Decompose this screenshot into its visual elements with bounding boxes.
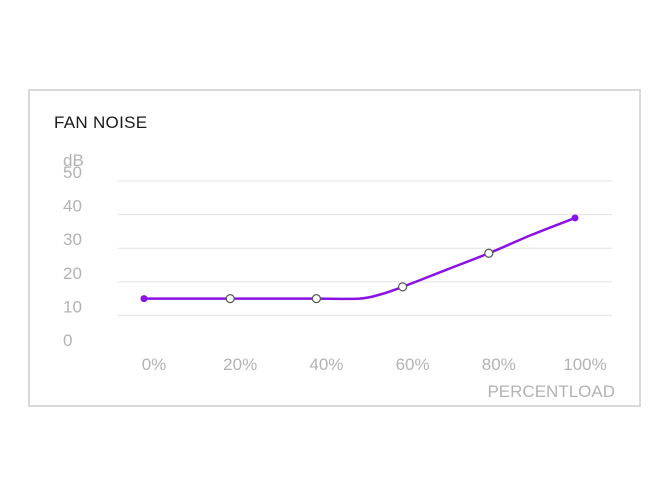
x-tick-label: 40% — [309, 355, 343, 374]
x-tick-label: 0% — [142, 355, 167, 374]
data-point — [311, 294, 321, 304]
y-tick-label: 40 — [63, 197, 82, 216]
grid-lines — [118, 180, 612, 316]
y-tick-label: 10 — [63, 297, 82, 316]
y-axis-label: dB — [63, 151, 84, 170]
fan-noise-chart: 0 10 20 30 40 50 0% 20% 40% 60% 80% 100% dB PERCEN… — [63, 151, 615, 401]
x-axis-ticks: 0% 20% 40% 60% 80% 100% — [142, 355, 607, 374]
chart-title: FAN NOISE — [54, 113, 148, 132]
x-tick-label: 100% — [563, 355, 606, 374]
data-point — [571, 214, 579, 222]
data-point — [225, 294, 235, 304]
data-point — [398, 282, 408, 292]
y-tick-label: 50 — [63, 163, 82, 182]
x-axis-label: PERCENTLOAD — [487, 382, 615, 401]
series-line — [143, 216, 576, 301]
data-point — [484, 248, 494, 258]
y-tick-label: 30 — [63, 230, 82, 249]
data-points — [140, 214, 579, 304]
y-axis-ticks: 0 10 20 30 40 50 — [63, 163, 82, 350]
y-tick-label: 0 — [63, 331, 72, 350]
data-point — [140, 295, 148, 303]
y-tick-label: 20 — [63, 264, 82, 283]
x-tick-label: 80% — [482, 355, 516, 374]
x-tick-label: 60% — [396, 355, 430, 374]
x-tick-label: 20% — [223, 355, 257, 374]
chart-card: FAN NOISE 0 10 20 30 40 50 0% 20% 40% 60% 80% 100%… — [28, 89, 641, 407]
